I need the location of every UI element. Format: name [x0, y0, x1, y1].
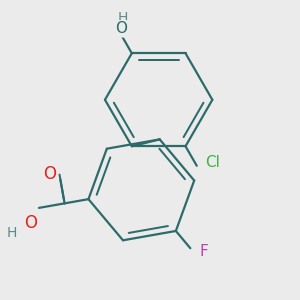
Text: F: F: [200, 244, 208, 259]
Text: O: O: [24, 214, 37, 232]
Text: O: O: [116, 21, 128, 36]
Text: H: H: [118, 11, 128, 26]
Text: O: O: [44, 165, 56, 183]
Text: H: H: [6, 226, 17, 240]
Text: Cl: Cl: [205, 155, 220, 170]
